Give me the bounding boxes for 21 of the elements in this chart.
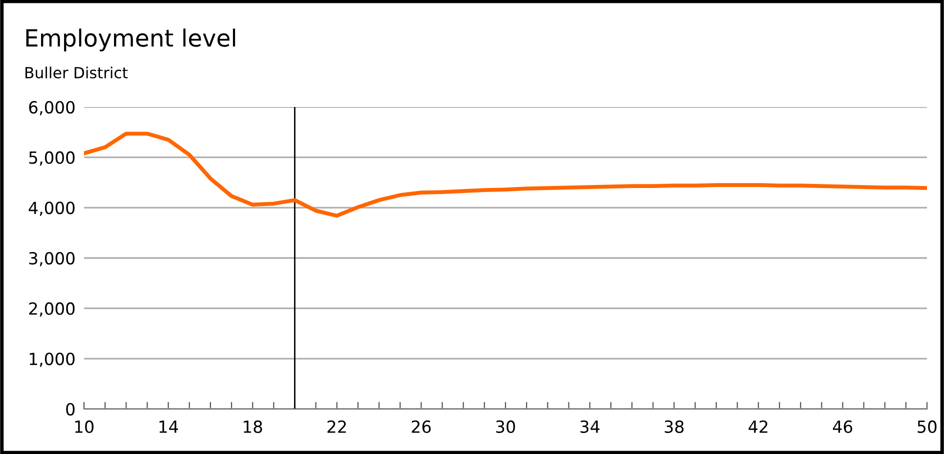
y-tick-label: 6,000 (29, 100, 75, 116)
x-tick-label: 14 (160, 420, 178, 433)
x-tick-label: 38 (664, 420, 684, 434)
y-tick-label: 3,000 (29, 252, 75, 266)
x-tick-label: 46 (832, 420, 852, 434)
x-tick-label: 34 (580, 420, 600, 434)
y-tick-label: 5,000 (29, 151, 75, 166)
line-series (84, 132, 927, 218)
chart-subtitle: Buller District (26, 66, 128, 78)
y-tick-label: 1,000 (30, 352, 75, 367)
x-tick-label: 26 (412, 420, 431, 434)
x-tick-label: 42 (748, 420, 768, 433)
x-tick-label: 30 (496, 420, 515, 434)
y-tick-label: 2,000 (29, 302, 75, 317)
y-tick-label: 4,000 (28, 202, 75, 216)
x-tick-label: 18 (244, 420, 262, 434)
y-tick-label: 0 (66, 402, 75, 416)
x-tick-label: 10 (75, 420, 94, 434)
x-tick-label: 50 (918, 420, 936, 434)
chart-title: Employment level (26, 28, 236, 52)
x-tick-label: 22 (328, 420, 346, 433)
